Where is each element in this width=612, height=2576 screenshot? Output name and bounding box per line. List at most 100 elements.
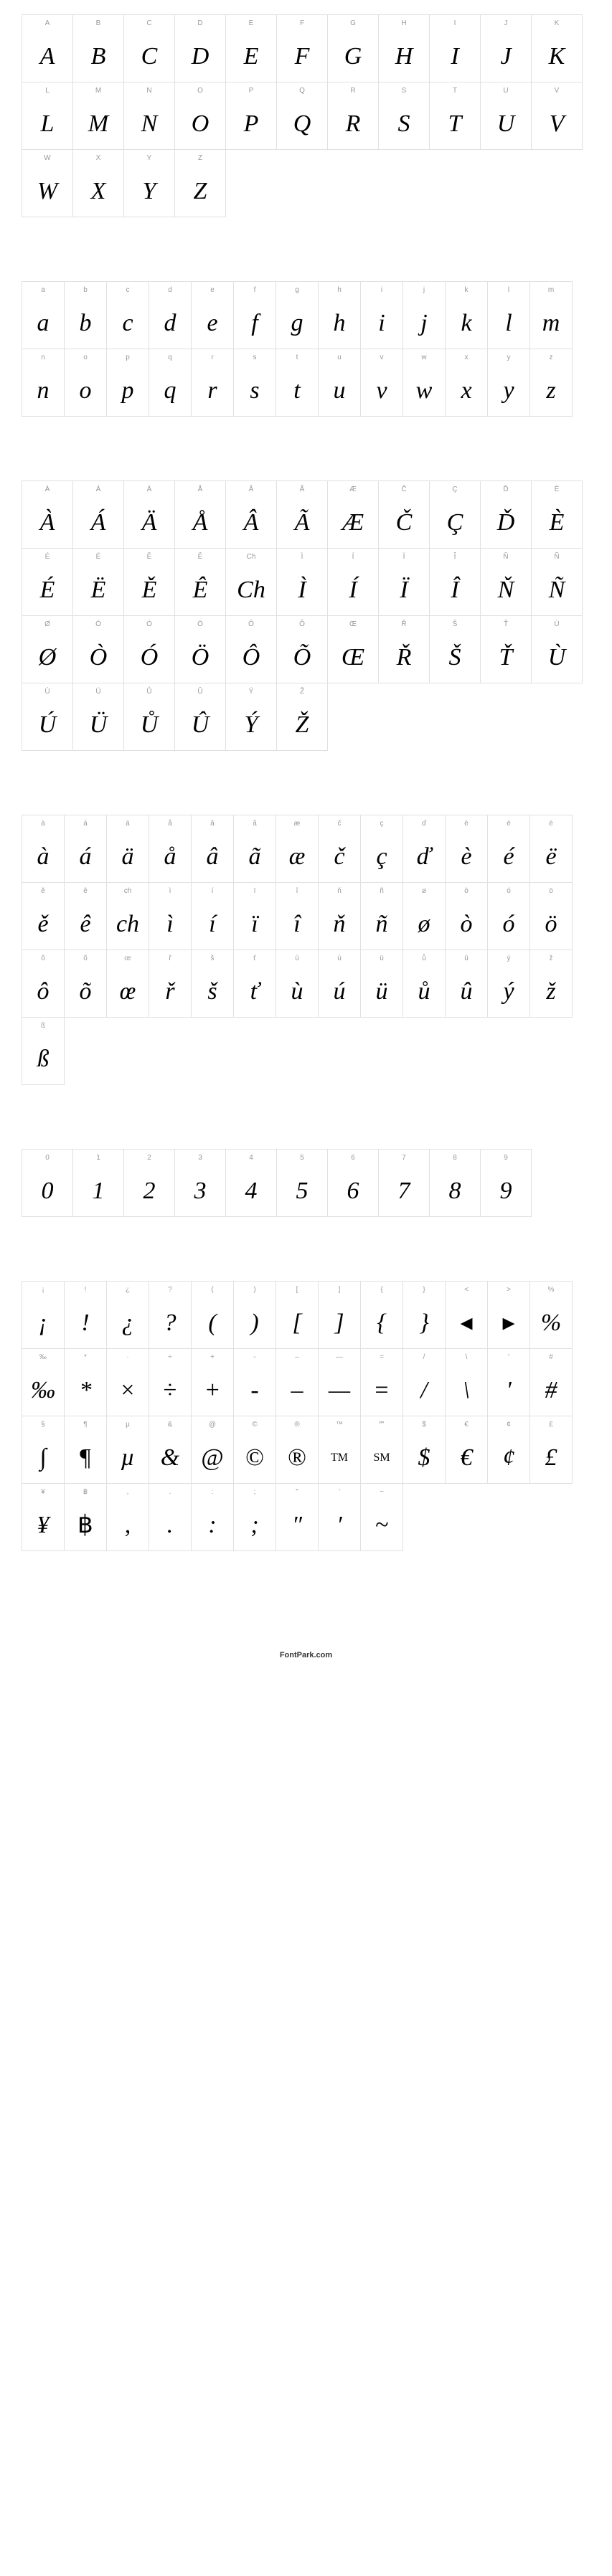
glyph-label: Ø — [44, 620, 50, 630]
glyph-cell: òò — [445, 882, 488, 950]
glyph-char: Ñ — [549, 564, 565, 615]
glyph-cell: §∫ — [22, 1416, 65, 1484]
glyph-char: 6 — [347, 1165, 359, 1216]
glyph-label: d — [168, 286, 172, 296]
glyph-label: µ — [126, 1421, 130, 1431]
glyph-cell: õõ — [64, 950, 107, 1018]
glyph-label: z — [550, 354, 553, 364]
glyph-label: Ò — [95, 620, 101, 630]
glyph-char: à — [37, 831, 50, 882]
glyph-cell: pp — [106, 349, 149, 417]
glyph-label: % — [548, 1286, 555, 1296]
glyph-char: Ä — [142, 497, 157, 548]
glyph-label: ¿ — [126, 1286, 130, 1296]
glyph-char: : — [208, 1500, 216, 1550]
glyph-label: Ç — [452, 486, 457, 496]
glyph-label: Č — [401, 486, 406, 496]
glyph-label: ò — [464, 887, 469, 897]
glyph-cell: ©© — [233, 1416, 276, 1484]
glyph-label: Ě — [147, 553, 152, 563]
glyph-cell: ]] — [318, 1281, 361, 1349]
glyph-cell: ÊÊ — [174, 548, 226, 616]
glyph-grid: ààááääååââããææččççďďèèééëëěěêêchchììííïï… — [22, 815, 590, 1084]
glyph-cell: ·× — [106, 1348, 149, 1416]
glyph-char: ě — [37, 899, 48, 950]
glyph-label: 8 — [453, 1154, 457, 1164]
glyph-label: Æ — [349, 486, 357, 496]
glyph-label: c — [126, 286, 130, 296]
glyph-cell: DD — [174, 14, 226, 82]
glyph-label: ¡ — [42, 1286, 44, 1296]
glyph-char: Æ — [342, 497, 364, 548]
glyph-label: Õ — [299, 620, 305, 630]
glyph-label: # — [549, 1353, 553, 1363]
glyph-label: ü — [380, 955, 384, 965]
glyph-label: ř — [169, 955, 171, 965]
glyph-label: J — [504, 19, 508, 29]
glyph-cell: ÄÄ — [123, 480, 175, 549]
glyph-char: F — [295, 31, 310, 82]
glyph-label: C — [146, 19, 151, 29]
glyph-cell: íí — [191, 882, 234, 950]
glyph-cell: ää — [106, 815, 149, 883]
glyph-char: * — [80, 1365, 92, 1416]
glyph-cell: aa — [22, 281, 65, 349]
glyph-label: ' — [508, 1353, 509, 1363]
section-symbols: ¡¡!!¿¿??(())[[]]{{}}<◂>▸%%‰‰**·×÷÷++--––… — [22, 1281, 590, 1550]
glyph-cell: ℠SM — [360, 1416, 403, 1484]
glyph-label: ? — [168, 1286, 172, 1296]
glyph-label: Â — [249, 486, 254, 496]
glyph-label: 4 — [249, 1154, 253, 1164]
glyph-label: N — [146, 87, 151, 97]
glyph-cell: ŒŒ — [327, 615, 379, 683]
glyph-char: á — [80, 831, 92, 882]
glyph-char: M — [88, 98, 108, 149]
glyph-char: ! — [81, 1297, 89, 1348]
glyph-cell: ™TM — [318, 1416, 361, 1484]
glyph-cell: .. — [149, 1483, 192, 1551]
glyph-cell: ŤŤ — [480, 615, 532, 683]
glyph-cell: yy — [487, 349, 530, 417]
glyph-char: ď — [417, 831, 432, 882]
glyph-char: U — [497, 98, 515, 149]
glyph-char: Ú — [39, 699, 57, 750]
glyph-label: ฿ — [83, 1488, 88, 1498]
glyph-cell: ãã — [233, 815, 276, 883]
glyph-cell: ~~ — [360, 1483, 403, 1551]
glyph-cell: ff — [233, 281, 276, 349]
glyph-char: Ü — [90, 699, 108, 750]
glyph-label: , — [127, 1488, 129, 1498]
glyph-cell: ňň — [318, 882, 361, 950]
footer-credit: FontPark.com — [22, 1651, 590, 1659]
glyph-grid: ÀÀÁÁÄÄÅÅÂÂÃÃÆÆČČÇÇĎĎÈÈÉÉËËĚĚÊÊChChÌÌÍÍÏÏ… — [22, 480, 590, 750]
glyph-label: Å — [198, 486, 203, 496]
glyph-cell: žž — [529, 950, 573, 1018]
glyph-label: ¶ — [83, 1421, 87, 1431]
glyph-label: Ů — [146, 688, 151, 698]
glyph-label: - — [253, 1353, 255, 1363]
glyph-char: g — [291, 298, 303, 349]
glyph-label: ď — [422, 820, 426, 830]
glyph-char: , — [125, 1500, 131, 1550]
glyph-cell: :: — [191, 1483, 234, 1551]
glyph-cell: çç — [360, 815, 403, 883]
glyph-label: Û — [197, 688, 202, 698]
glyph-label: R — [350, 87, 355, 97]
glyph-cell: ii — [360, 281, 403, 349]
glyph-cell: –– — [276, 1348, 319, 1416]
glyph-char: X — [91, 166, 106, 217]
glyph-char: i — [378, 298, 385, 349]
glyph-char: ť — [250, 966, 259, 1017]
glyph-label: © — [252, 1421, 257, 1431]
glyph-char: ů — [418, 966, 430, 1017]
glyph-label: À — [45, 486, 50, 496]
glyph-cell: ## — [529, 1348, 573, 1416]
glyph-cell: 99 — [480, 1149, 532, 1217]
glyph-label: ú — [337, 955, 342, 965]
glyph-cell: 55 — [276, 1149, 328, 1217]
glyph-label: â — [210, 820, 215, 830]
glyph-label: 9 — [504, 1154, 508, 1164]
glyph-label: = — [380, 1353, 384, 1363]
glyph-label: Z — [198, 154, 202, 164]
glyph-cell: gg — [276, 281, 319, 349]
